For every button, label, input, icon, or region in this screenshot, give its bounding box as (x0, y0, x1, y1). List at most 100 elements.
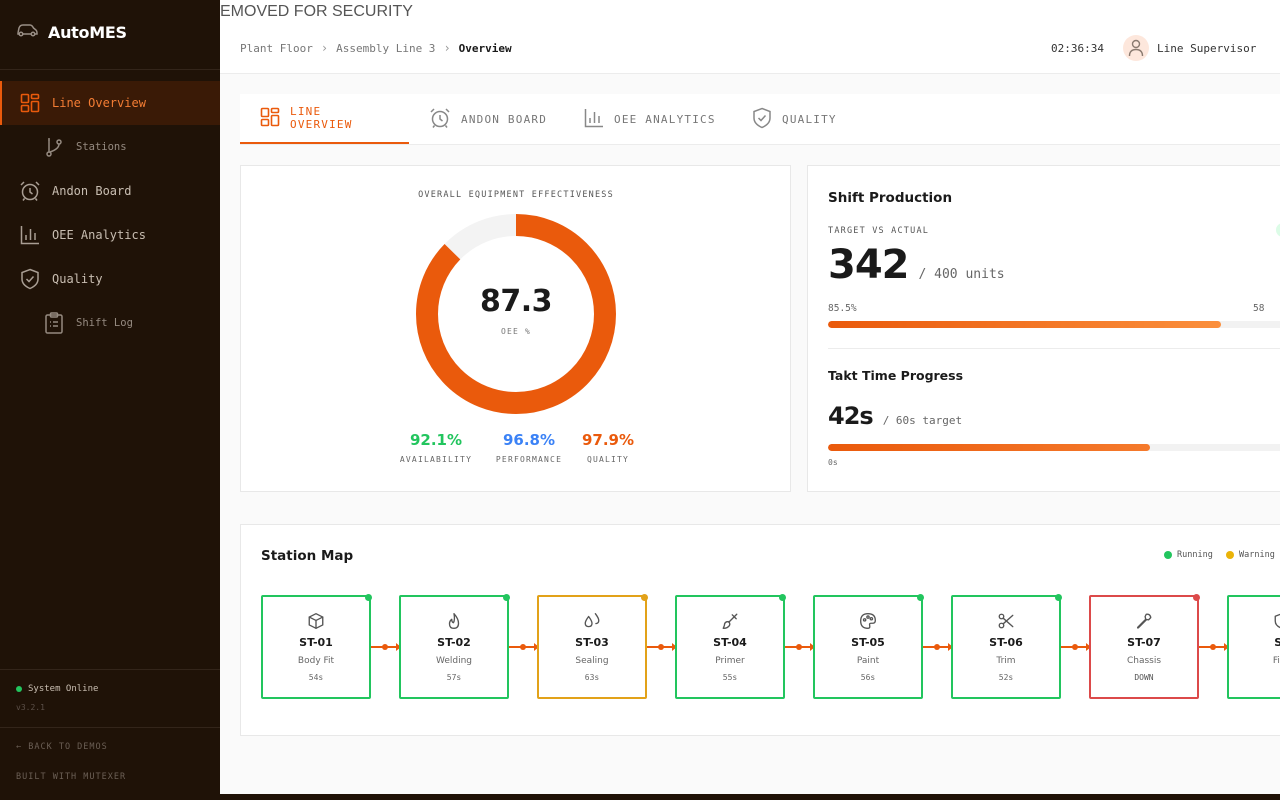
divider (828, 348, 1280, 349)
tab-label: OEE ANALYTICS (614, 112, 716, 126)
user-menu[interactable]: Line Supervisor (1123, 35, 1256, 61)
station-card-st-06[interactable]: ST-06 Trim 52s (951, 594, 1062, 699)
station-card-st-03[interactable]: ST-03 Sealing 63s (537, 594, 648, 699)
station-id: ST-03 (575, 636, 609, 649)
sidebar-item-oee-analytics[interactable]: OEE Analytics (0, 213, 220, 257)
station-connector (371, 643, 401, 651)
breadcrumb-plant-floor[interactable]: Plant Floor (240, 41, 313, 55)
station-card-st-05[interactable]: ST-05 Paint 56s (813, 594, 924, 699)
takt-title: Takt Time Progress (828, 368, 964, 383)
bar-chart-icon (19, 224, 41, 246)
tab-quality[interactable]: QUALITY (732, 94, 857, 144)
station-time: 57s (446, 673, 462, 682)
station-time: 52s (998, 673, 1014, 682)
sidebar-item-shift-log[interactable]: Shift Log (0, 301, 220, 345)
wrench-icon (1091, 612, 1197, 630)
divider (0, 69, 220, 70)
version-label: v3.2.1 (16, 703, 45, 712)
metric-availability: 92.1% AVAILABILITY (391, 431, 481, 464)
sidebar: AutoMES Line Overview Stations Andon Boa… (0, 0, 220, 800)
connector-dot (520, 644, 526, 650)
arrow-right-icon (672, 643, 677, 651)
clipboard-list-icon (43, 312, 65, 334)
layout-grid-icon (19, 92, 41, 114)
station-status-dot (1055, 594, 1062, 601)
station-map-title: Station Map (261, 548, 354, 564)
station-card-st-04[interactable]: ST-04 Primer 55s (675, 594, 786, 699)
station-card-st-01[interactable]: ST-01 Body Fit 54s (261, 594, 372, 699)
cube-icon (263, 612, 369, 630)
station-status-dot (779, 594, 786, 601)
git-branch-icon (43, 136, 65, 158)
station-time: 5 (1229, 673, 1280, 682)
tab-line-overview[interactable]: LINE OVERVIEW (240, 94, 409, 144)
system-status: System Online (16, 684, 98, 694)
station-name: Body Fit (297, 656, 335, 666)
station-status-dot (917, 594, 924, 601)
station-connector (1199, 643, 1229, 651)
legend-dot (1164, 551, 1172, 559)
takt-time: 42s / 60s target (828, 402, 962, 430)
alarm-clock-icon (429, 107, 451, 132)
scissors-icon (953, 612, 1059, 630)
status-text: System Online (28, 684, 99, 694)
station-id: ST-05 (851, 636, 885, 649)
shield-check-icon (752, 107, 772, 132)
station-name: Paint (856, 656, 880, 666)
clock: 02:36:34 (1051, 42, 1104, 55)
takt-progress-fill (828, 444, 1150, 451)
palette-icon (815, 612, 921, 630)
chevron-right-icon: › (320, 41, 329, 55)
station-status-dot (503, 594, 510, 601)
breadcrumb-assembly-line[interactable]: Assembly Line 3 (336, 41, 436, 55)
station-connector (785, 643, 815, 651)
sidebar-item-label: Shift Log (76, 317, 133, 329)
sidebar-item-stations[interactable]: Stations (0, 125, 220, 169)
sidebar-item-label: Stations (76, 141, 127, 153)
arrow-right-icon (396, 643, 401, 651)
takt-start: 0s (828, 458, 838, 467)
station-id: ST-01 (299, 636, 333, 649)
station-connector (923, 643, 953, 651)
station-name: Fina (1272, 656, 1280, 666)
sidebar-item-line-overview[interactable]: Line Overview (0, 81, 220, 125)
station-id: ST-07 (1127, 636, 1161, 649)
sidebar-item-label: Line Overview (52, 96, 146, 110)
sidebar-item-andon-board[interactable]: Andon Board (0, 169, 220, 213)
back-to-demos-link[interactable]: ← BACK TO DEMOS (16, 742, 108, 752)
station-connector (1061, 643, 1091, 651)
arrow-right-icon (1224, 643, 1229, 651)
oee-card: OVERALL EQUIPMENT EFFECTIVENESS 87.3 OEE… (240, 165, 791, 492)
layout-grid-icon (260, 107, 280, 130)
station-id: ST-02 (437, 636, 471, 649)
user-name: Line Supervisor (1157, 41, 1257, 55)
arrow-right-icon (810, 643, 815, 651)
connector-dot (658, 644, 664, 650)
chevron-right-icon: › (443, 41, 451, 55)
station-card-st-02[interactable]: ST-02 Welding 57s (399, 594, 510, 699)
tab-label: QUALITY (782, 112, 837, 126)
station-card-st-07[interactable]: ST-07 Chassis DOWN (1089, 594, 1200, 699)
station-time: 55s (722, 673, 738, 682)
station-status-dot (365, 594, 372, 601)
production-progress-bar (828, 321, 1280, 328)
oee-gauge-fill (416, 214, 616, 414)
production-count: 342 / 400 units (828, 242, 1005, 288)
legend-dot (1226, 551, 1234, 559)
sidebar-item-label: Andon Board (52, 184, 132, 198)
oee-value: 87.3 (479, 284, 553, 319)
main-content: EMOVED FOR SECURITY Plant Floor › Assemb… (220, 0, 1280, 794)
droplets-icon (539, 612, 645, 630)
sidebar-item-label: Quality (52, 272, 103, 286)
shift-production-card: Shift Production TARGET VS ACTUAL 342 / … (807, 165, 1280, 492)
tab-oee-analytics[interactable]: OEE ANALYTICS (564, 94, 736, 144)
brand[interactable]: AutoMES (16, 22, 127, 42)
flame-icon (401, 612, 507, 630)
tab-andon-board[interactable]: ANDON BOARD (409, 94, 567, 144)
station-status-dot (1193, 594, 1200, 601)
arrow-right-icon (534, 643, 539, 651)
station-name: Primer (715, 656, 745, 666)
sidebar-item-quality[interactable]: Quality (0, 257, 220, 301)
station-card-st[interactable]: ST Fina 5 (1227, 595, 1280, 699)
station-name: Chassis (1126, 656, 1162, 666)
